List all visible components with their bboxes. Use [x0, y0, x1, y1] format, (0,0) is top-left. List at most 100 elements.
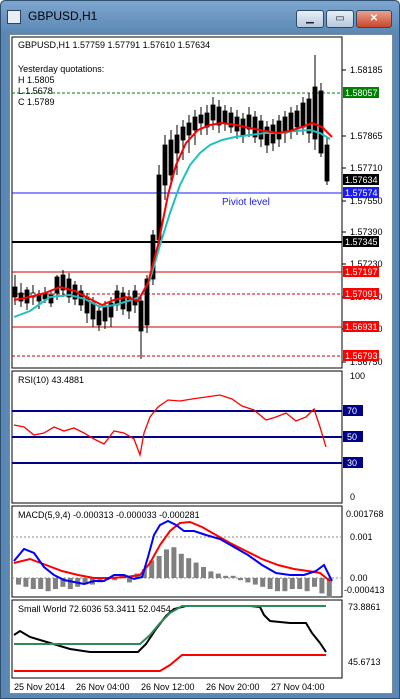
ma-fast-line	[13, 121, 333, 307]
pivot-label: Piviot level	[222, 197, 270, 208]
smallworld-pane[interactable]: Small World 72.6036 53.3411 52.0454 73.8…	[11, 599, 381, 679]
chart-window-icon	[7, 10, 21, 24]
candle-body	[60, 274, 66, 291]
candle-body	[120, 292, 126, 310]
macd-hist-bar	[38, 578, 44, 589]
candle-body	[216, 106, 222, 126]
time-axis: 25 Nov 2014 26 Nov 04:00 26 Nov 12:00 26…	[12, 677, 342, 692]
candle-body	[102, 306, 108, 322]
candle-body	[18, 292, 24, 302]
candle-body	[180, 126, 186, 141]
candle-body	[318, 90, 324, 154]
candle-body	[264, 126, 270, 146]
macd-hist-bar	[60, 578, 66, 587]
time-label-4: 26 Nov 20:00	[206, 682, 260, 692]
macd-hist-bar	[45, 578, 51, 592]
price-badge-text: 1.56793	[345, 351, 378, 361]
yesterday-close: C 1.5789	[18, 97, 55, 107]
macd-hist-bar	[149, 560, 155, 578]
macd-hist-bar	[67, 578, 73, 589]
macd-hist-bar	[230, 575, 236, 578]
yesterday-low: L 1.5678	[18, 86, 53, 96]
rsi-pane[interactable]: RSI(10) 43.4881 100 0 70 50 30	[11, 370, 365, 504]
close-button[interactable]: ✕	[356, 10, 392, 28]
macd-hist-bar	[326, 578, 332, 598]
price-badge-text: 1.57574	[345, 188, 378, 198]
title-bar[interactable]: GBPUSD,H1 ▁ ▭ ✕	[1, 1, 399, 34]
price-tick-label: 1.57230	[350, 259, 383, 269]
rsi-badge-50	[343, 431, 363, 442]
macd-hist-bar	[275, 578, 280, 592]
smallworld-tick-min: 45.6713	[348, 657, 381, 667]
price-badge-text: 1.57345	[345, 237, 378, 247]
candle-body	[246, 114, 252, 130]
price-badge	[343, 187, 379, 198]
macd-hist-bar	[260, 578, 266, 587]
time-label-5: 27 Nov 04:00	[271, 682, 325, 692]
time-label-2: 26 Nov 04:00	[76, 682, 130, 692]
smallworld-tick-max: 73.8861	[348, 602, 381, 612]
macd-hist-bar	[297, 578, 303, 589]
macd-hist-bar	[289, 578, 295, 589]
macd-hist-bar	[178, 553, 184, 578]
macd-hist-bar	[238, 578, 243, 581]
macd-hist-bar	[193, 562, 199, 578]
macd-scale: 0.001768 0.001 0.00 -0.000413	[344, 509, 385, 595]
macd-hist-bar	[312, 578, 317, 587]
macd-tick-max: 0.001768	[346, 509, 384, 519]
candle-body	[294, 110, 300, 128]
candle-body	[12, 286, 18, 298]
macd-tick-001: 0.001	[350, 532, 373, 542]
smallworld-red-line	[14, 654, 326, 672]
rsi-badge-30	[343, 457, 363, 468]
macd-tick-zero: 0.00	[350, 573, 368, 583]
macd-pane[interactable]: MACD(5,9,4) -0.000313 -0.000033 -0.00028…	[11, 505, 385, 598]
candle-body	[108, 302, 114, 318]
price-badge	[343, 350, 379, 361]
macd-hist-bar	[319, 578, 325, 594]
macd-hist-bar	[282, 578, 288, 592]
macd-header: MACD(5,9,4) -0.000313 -0.000033 -0.00028…	[18, 510, 200, 520]
candle-body	[138, 300, 144, 332]
macd-hist-bar	[208, 571, 214, 578]
price-tick-label: 1.58185	[350, 65, 383, 75]
rsi-badge-50-text: 50	[347, 432, 357, 442]
candle-body	[276, 120, 282, 140]
price-pane-header: GBPUSD,H1 1.57759 1.57791 1.57610 1.5763…	[18, 40, 210, 50]
macd-hist-bar	[127, 578, 132, 583]
macd-hist-bar	[186, 558, 192, 578]
price-badges: 1.58057 1.57634 1.57574 1.57345 1.57197 1.570…	[343, 87, 379, 361]
candle-body	[312, 86, 318, 140]
macd-hist-bar	[23, 578, 29, 587]
candle-body	[228, 112, 234, 128]
macd-hist-bar	[223, 575, 229, 578]
macd-hist-bar	[201, 567, 206, 578]
macd-hist-bar	[82, 578, 88, 585]
candle-body	[252, 116, 258, 138]
price-badge	[343, 288, 379, 299]
candle-body	[324, 144, 330, 182]
macd-hist-bar	[267, 578, 273, 589]
candle-body	[306, 98, 312, 134]
chart-area[interactable]: GBPUSD,H1 1.57759 1.57791 1.57610 1.5763…	[9, 34, 393, 694]
price-badge-text: 1.57634	[345, 175, 378, 185]
price-pane[interactable]: GBPUSD,H1 1.57759 1.57791 1.57610 1.5763…	[11, 36, 383, 369]
price-badge	[343, 174, 379, 185]
candle-body	[300, 102, 306, 128]
macd-hist-bar	[156, 556, 162, 578]
maximize-button[interactable]: ▭	[326, 10, 354, 28]
macd-hist-bar	[141, 569, 147, 578]
yesterday-title: Yesterday quotations:	[18, 64, 104, 74]
rsi-header: RSI(10) 43.4881	[18, 375, 84, 385]
macd-main-line	[13, 519, 333, 586]
macd-hist-bar	[53, 578, 58, 589]
candle-body	[288, 112, 294, 132]
price-tick-label: 1.56750	[350, 357, 383, 367]
price-badge	[343, 87, 379, 98]
minimize-button[interactable]: ▁	[296, 10, 324, 28]
yesterday-high: H 1.5805	[18, 75, 55, 85]
macd-hist-bar	[252, 578, 258, 585]
macd-hist-bar	[304, 578, 310, 592]
price-badge-text: 1.56931	[345, 322, 378, 332]
candle-body	[222, 110, 228, 124]
